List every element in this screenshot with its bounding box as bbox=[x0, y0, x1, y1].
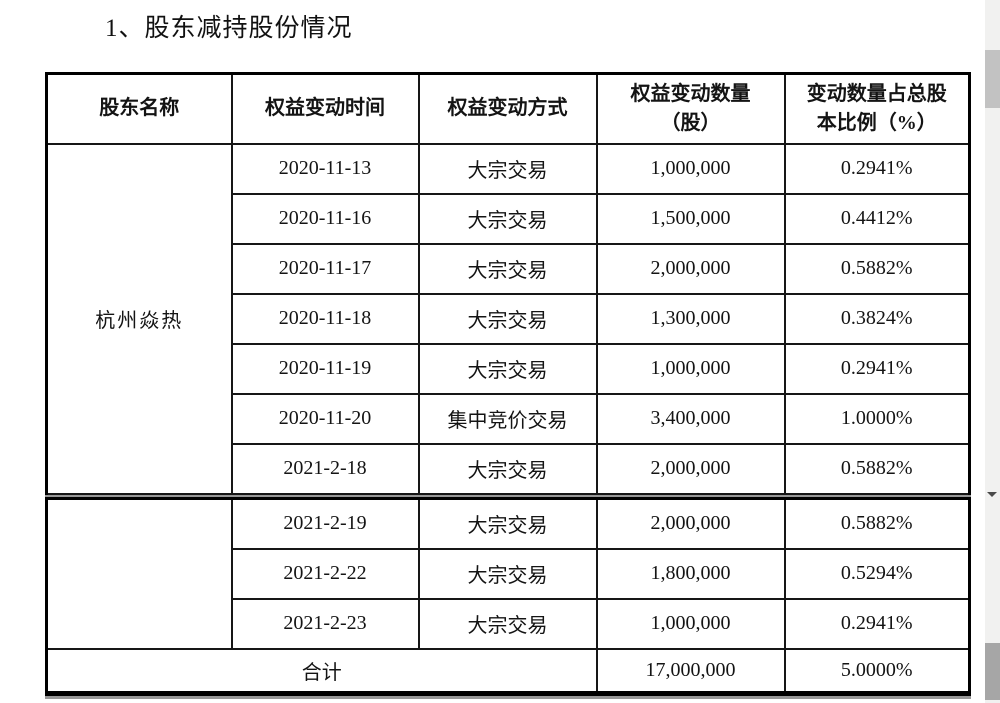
cell-ratio: 0.2941% bbox=[783, 142, 971, 195]
cell-method: 大宗交易 bbox=[417, 242, 598, 295]
table-row: 2020-11-18 大宗交易 1,300,000 0.3824% bbox=[47, 292, 971, 345]
cell-ratio: 0.5882% bbox=[783, 497, 971, 550]
total-ratio-cell: 5.0000% bbox=[783, 647, 971, 695]
cell-quantity: 2,000,000 bbox=[595, 242, 786, 295]
table-row: 2021-2-22 大宗交易 1,800,000 0.5294% bbox=[47, 547, 971, 600]
vertical-scrollbar-lower-thumb[interactable] bbox=[985, 643, 1000, 700]
cell-method: 大宗交易 bbox=[417, 547, 598, 600]
cell-method: 大宗交易 bbox=[417, 442, 598, 495]
cell-date: 2021-2-23 bbox=[230, 597, 420, 650]
cell-ratio: 1.0000% bbox=[783, 392, 971, 445]
table-row: 2020-11-17 大宗交易 2,000,000 0.5882% bbox=[47, 242, 971, 295]
cell-method: 大宗交易 bbox=[417, 497, 598, 550]
vertical-scrollbar-track[interactable] bbox=[985, 0, 1000, 703]
cell-ratio: 0.2941% bbox=[783, 342, 971, 395]
table-row: 2020-11-16 大宗交易 1,500,000 0.4412% bbox=[47, 192, 971, 245]
cell-method: 大宗交易 bbox=[417, 342, 598, 395]
cell-method: 大宗交易 bbox=[417, 597, 598, 650]
cell-date: 2020-11-17 bbox=[230, 242, 420, 295]
cell-method: 大宗交易 bbox=[417, 292, 598, 345]
shareholding-table-page1: 股东名称 权益变动时间 权益变动方式 权益变动数量 （股） 变动数量占总股 本比… bbox=[45, 72, 971, 495]
cell-quantity: 2,000,000 bbox=[595, 497, 786, 550]
header-change-quantity: 权益变动数量 （股） bbox=[595, 72, 786, 145]
cell-date: 2020-11-13 bbox=[230, 142, 420, 195]
cell-method: 大宗交易 bbox=[417, 192, 598, 245]
cell-date: 2020-11-16 bbox=[230, 192, 420, 245]
header-change-ratio: 变动数量占总股 本比例（%） bbox=[783, 72, 971, 145]
section-title: 1、股东减持股份情况 bbox=[105, 15, 353, 42]
cell-date: 2020-11-18 bbox=[230, 292, 420, 345]
cell-date: 2021-2-22 bbox=[230, 547, 420, 600]
header-change-time: 权益变动时间 bbox=[230, 72, 420, 145]
header-shareholder-name: 股东名称 bbox=[45, 72, 233, 145]
cell-quantity: 3,400,000 bbox=[595, 392, 786, 445]
cell-ratio: 0.5882% bbox=[783, 242, 971, 295]
cell-date: 2020-11-20 bbox=[230, 392, 420, 445]
cell-quantity: 1,000,000 bbox=[595, 142, 786, 195]
table-row: 2021-2-18 大宗交易 2,000,000 0.5882% bbox=[47, 442, 971, 495]
table-row: 2020-11-19 大宗交易 1,000,000 0.2941% bbox=[47, 342, 971, 395]
cell-date: 2020-11-19 bbox=[230, 342, 420, 395]
pagebreak-arrow-icon[interactable] bbox=[987, 492, 997, 497]
cell-quantity: 1,300,000 bbox=[595, 292, 786, 345]
table-header-row: 股东名称 权益变动时间 权益变动方式 权益变动数量 （股） 变动数量占总股 本比… bbox=[45, 72, 971, 145]
cell-ratio: 0.3824% bbox=[783, 292, 971, 345]
shareholder-cell: 杭州焱热 bbox=[45, 142, 233, 495]
cell-method: 集中竞价交易 bbox=[417, 392, 598, 445]
table-row: 2021-2-23 大宗交易 1,000,000 0.2941% bbox=[47, 597, 971, 650]
cell-date: 2021-2-19 bbox=[230, 497, 420, 550]
cell-quantity: 2,000,000 bbox=[595, 442, 786, 495]
cell-ratio: 0.5294% bbox=[783, 547, 971, 600]
cell-quantity: 1,500,000 bbox=[595, 192, 786, 245]
table-row: 2020-11-20 集中竞价交易 3,400,000 1.0000% bbox=[47, 392, 971, 445]
cell-quantity: 1,000,000 bbox=[595, 597, 786, 650]
cell-quantity: 1,800,000 bbox=[595, 547, 786, 600]
total-label-cell: 合计 bbox=[45, 647, 598, 695]
cell-quantity: 1,000,000 bbox=[595, 342, 786, 395]
cell-ratio: 0.2941% bbox=[783, 597, 971, 650]
shareholding-table-page2: 2021-2-19 大宗交易 2,000,000 0.5882% 2021-2-22 大宗… bbox=[45, 497, 971, 696]
vertical-scrollbar-thumb[interactable] bbox=[985, 50, 1000, 108]
table-row: 杭州焱热 2020-11-13 大宗交易 1,000,000 0.2941% bbox=[45, 142, 971, 495]
shareholder-cell bbox=[45, 497, 233, 650]
cell-ratio: 0.4412% bbox=[783, 192, 971, 245]
table-total-row: 合计 17,000,000 5.0000% bbox=[45, 647, 971, 695]
cell-method: 大宗交易 bbox=[417, 142, 598, 195]
total-quantity-cell: 17,000,000 bbox=[595, 647, 786, 695]
cell-date: 2021-2-18 bbox=[230, 442, 420, 495]
table-row: 2021-2-19 大宗交易 2,000,000 0.5882% bbox=[45, 497, 971, 650]
cell-ratio: 0.5882% bbox=[783, 442, 971, 495]
header-change-method: 权益变动方式 bbox=[417, 72, 598, 145]
